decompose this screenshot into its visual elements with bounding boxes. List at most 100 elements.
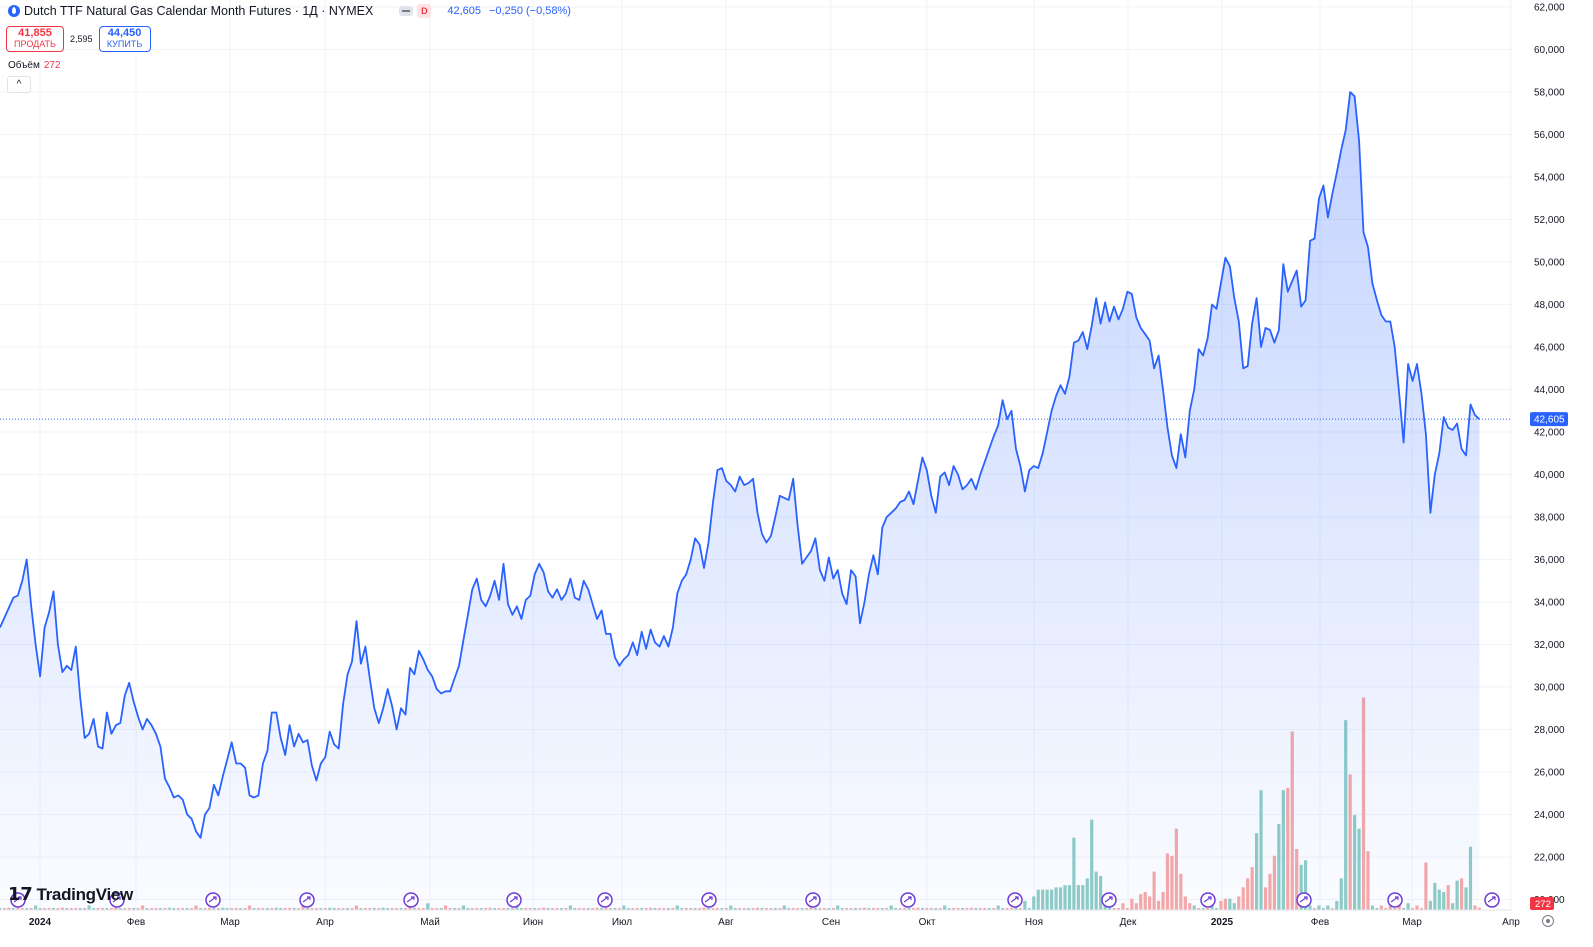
price-area-fill: [0, 92, 1480, 910]
symbol-title[interactable]: Dutch TTF Natural Gas Calendar Month Fut…: [24, 4, 374, 18]
price-tick-label: 62,000: [1534, 3, 1565, 14]
price-tick-label: 32,000: [1534, 640, 1565, 651]
event-marker-icon[interactable]: [1484, 892, 1500, 908]
event-arrow: [1203, 896, 1212, 903]
time-axis[interactable]: 2024 Фев Мар Апр Май Июн Июл Авг Сен Окт Ноя Дек 202…: [0, 909, 1520, 928]
price-axis-bg: [1512, 0, 1593, 947]
symbol-legend: Dutch TTF Natural Gas Calendar Month Fut…: [8, 4, 571, 18]
tradingview-logo[interactable]: 17 TradingView: [8, 884, 133, 905]
event-marker-icon[interactable]: [506, 892, 522, 908]
event-marker-icon[interactable]: [205, 892, 221, 908]
event-circle: [1101, 892, 1117, 908]
time-tick-label: Сен: [822, 917, 840, 928]
buy-button[interactable]: 44,450 КУПИТЬ: [98, 26, 151, 52]
event-marker-icon[interactable]: [900, 892, 916, 908]
sell-price: 41,855: [18, 27, 52, 39]
event-circle: [597, 892, 613, 908]
event-marker-icon[interactable]: [1007, 892, 1023, 908]
price-tick-label: 54,000: [1534, 173, 1565, 184]
price-tick-label: 30,000: [1534, 683, 1565, 694]
event-arrow: [208, 896, 217, 903]
price-tick-label: 40,000: [1534, 470, 1565, 481]
time-tick-label: Дек: [1120, 917, 1137, 928]
time-tick-label: Июн: [523, 917, 543, 928]
time-tick-label: Май: [420, 917, 440, 928]
event-circle: [506, 892, 522, 908]
trade-buttons: 41,855 ПРОДАТЬ 2,595 44,450 КУПИТЬ: [6, 26, 151, 52]
event-arrow: [406, 896, 415, 903]
event-arrow: [1390, 896, 1399, 903]
event-circle: [403, 892, 419, 908]
volume-badge: [1530, 897, 1554, 910]
event-marker-icon[interactable]: [805, 892, 821, 908]
price-change: −0,250 (−0,58%): [488, 5, 571, 17]
volume-badge-label: 272: [1535, 899, 1551, 910]
event-circle: [1484, 892, 1500, 908]
volume-value: 272: [43, 60, 61, 71]
visibility-toggle-icon[interactable]: [399, 6, 414, 16]
buy-price: 44,450: [107, 27, 142, 39]
event-arrow: [509, 896, 518, 903]
settings-gear-icon[interactable]: [1542, 915, 1554, 927]
price-tick-label: 44,000: [1534, 385, 1565, 396]
tradingview-icon: 17: [8, 884, 33, 905]
price-axis[interactable]: 20,00022,00024,00026,00028,00030,00032,0…: [1512, 0, 1593, 947]
event-marker-icon[interactable]: [403, 892, 419, 908]
price-tick-label: 26,000: [1534, 768, 1565, 779]
price-tick-label: 56,000: [1534, 130, 1565, 141]
event-circle: [1200, 892, 1216, 908]
event-marker-icon[interactable]: [1387, 892, 1403, 908]
price-tick-label: 22,000: [1534, 853, 1565, 864]
event-marker-icon[interactable]: [701, 892, 717, 908]
event-circle: [805, 892, 821, 908]
price-line: [0, 91, 1481, 839]
event-circle: [299, 892, 315, 908]
volume-legend: Объём 272: [8, 60, 61, 71]
time-tick-label: Июл: [612, 917, 632, 928]
time-tick-label: 2024: [29, 917, 52, 928]
time-tick-label: Апр: [316, 917, 334, 928]
time-tick-label: Авг: [718, 917, 734, 928]
price-tick-label: 48,000: [1534, 300, 1565, 311]
event-arrow: [1299, 896, 1308, 903]
last-price: 42,605: [447, 5, 481, 17]
events-row: [10, 892, 1500, 908]
event-marker-icon[interactable]: [10, 892, 26, 908]
event-marker-icon[interactable]: [109, 892, 125, 908]
sell-label: ПРОДАТЬ: [14, 39, 56, 49]
time-tick-label: Окт: [919, 917, 936, 928]
sell-button[interactable]: 41,855 ПРОДАТЬ: [6, 26, 64, 52]
time-tick-label: Фев: [1311, 917, 1329, 928]
event-marker-icon[interactable]: [299, 892, 315, 908]
event-arrow: [112, 896, 121, 903]
logo-text: TradingView: [36, 884, 133, 904]
event-arrow: [302, 896, 311, 903]
price-tick-label: 60,000: [1534, 45, 1565, 56]
event-marker-icon[interactable]: [1101, 892, 1117, 908]
event-arrow: [1487, 896, 1496, 903]
event-arrow: [704, 896, 713, 903]
event-marker-icon[interactable]: [597, 892, 613, 908]
time-tick-label: Мар: [220, 917, 240, 928]
event-circle: [701, 892, 717, 908]
event-marker-icon[interactable]: [1296, 892, 1312, 908]
interval-badge[interactable]: D: [417, 4, 432, 18]
time-tick-label: 2025: [1211, 917, 1234, 928]
event-circle: [1387, 892, 1403, 908]
event-circle: [1007, 892, 1023, 908]
price-tick-label: 36,000: [1534, 555, 1565, 566]
event-circle: [900, 892, 916, 908]
event-arrow: [1010, 896, 1019, 903]
collapse-legend-button[interactable]: ^: [7, 76, 31, 93]
price-tick-label: 58,000: [1534, 88, 1565, 99]
gas-drop-icon: [8, 5, 20, 17]
event-marker-icon[interactable]: [1200, 892, 1216, 908]
buy-label: КУПИТЬ: [106, 39, 143, 49]
price-tick-label: 38,000: [1534, 513, 1565, 524]
price-area: [0, 91, 1481, 910]
event-circle: [1296, 892, 1312, 908]
event-arrow: [600, 896, 609, 903]
price-tick-label: 50,000: [1534, 258, 1565, 269]
price-tick-label: 52,000: [1534, 215, 1565, 226]
